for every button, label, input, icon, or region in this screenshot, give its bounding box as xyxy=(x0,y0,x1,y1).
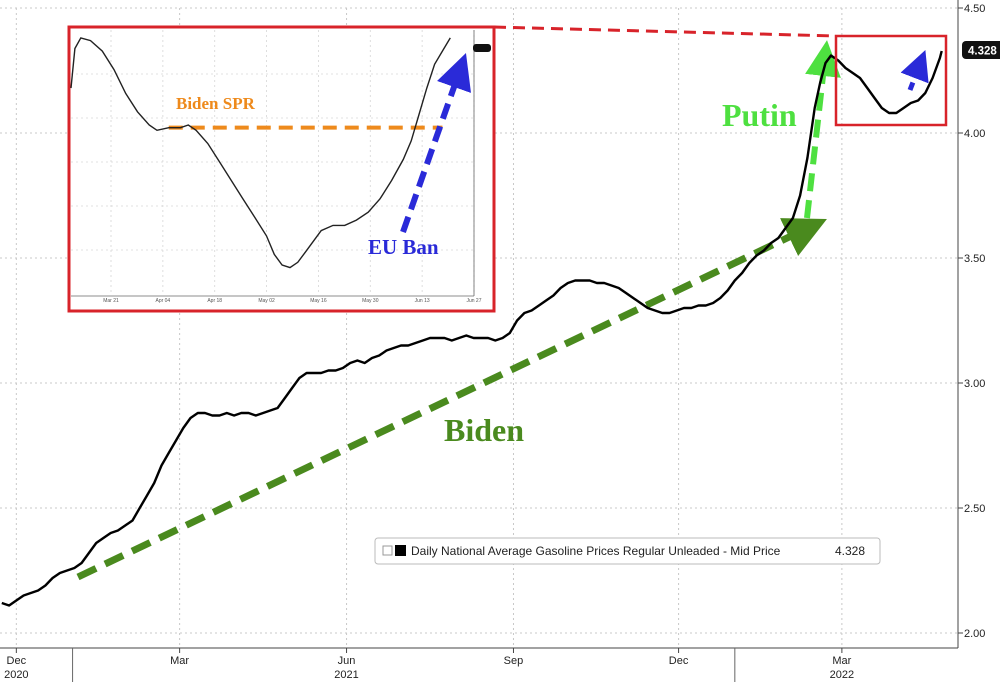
inset-x-label: May 02 xyxy=(258,298,275,304)
x-tick-label: Dec xyxy=(7,655,27,667)
x-tick-label: Sep xyxy=(504,655,524,667)
y-axis-ticks: 2.00 2.50 3.00 3.50 4.00 4.50 xyxy=(958,3,985,640)
year-label: 2021 xyxy=(334,669,358,681)
zoom-highlight-box xyxy=(834,34,948,127)
biden-annotation: Biden xyxy=(444,412,524,448)
inset-eu-ban-label: EU Ban xyxy=(368,235,439,259)
zoom-connector-line xyxy=(493,25,837,38)
legend-last-value: 4.328 xyxy=(835,544,865,558)
y-tick-label: 3.00 xyxy=(964,378,985,390)
inset-frame xyxy=(67,25,496,313)
inset-x-label: May 30 xyxy=(362,298,379,304)
legend-swatch-outline xyxy=(382,545,393,556)
inset-chart: Mar 21 Apr 04 Apr 18 May 02 May 16 May 30 Jun … xyxy=(67,25,496,313)
legend: Daily National Average Gasoline Prices R… xyxy=(374,537,881,565)
inset-x-label: May 16 xyxy=(310,298,327,304)
inset-spr-label: Biden SPR xyxy=(176,94,256,113)
y-tick-label: 4.00 xyxy=(964,128,985,140)
zoom-blue-arrow xyxy=(900,49,929,91)
inset-x-labels: Mar 21 Apr 04 Apr 18 May 02 May 16 May 30 Jun … xyxy=(103,298,482,304)
legend-box xyxy=(374,537,881,565)
inset-x-label: Jun 27 xyxy=(466,298,481,304)
x-tick-label: Jun xyxy=(338,655,356,667)
inset-x-label: Apr 04 xyxy=(155,298,170,304)
x-tick-label: Dec xyxy=(669,655,689,667)
y-tick-label: 3.50 xyxy=(964,253,985,265)
x-tick-label: Mar xyxy=(832,655,851,667)
axes xyxy=(0,0,959,649)
price-series-line xyxy=(1,50,943,607)
inset-x-label: Jun 13 xyxy=(415,298,430,304)
inset-price-line xyxy=(70,37,451,269)
legend-swatch xyxy=(395,545,406,556)
last-value-tag: 4.328 xyxy=(962,41,1000,59)
year-label: 2020 xyxy=(4,669,28,681)
inset-eu-arrow xyxy=(400,53,472,233)
y-tick-label: 2.00 xyxy=(964,628,985,640)
year-label: 2022 xyxy=(830,669,854,681)
inset-value-tag xyxy=(473,44,491,52)
y-tick-label: 4.50 xyxy=(964,3,985,15)
x-axis-ticks: Dec Mar Jun Sep Dec Mar 2020 2021 2022 xyxy=(4,648,854,682)
putin-annotation: Putin xyxy=(722,97,797,133)
biden-trend-arrow xyxy=(76,218,827,581)
x-tick-label: Mar xyxy=(170,655,189,667)
last-value-label: 4.328 xyxy=(968,46,997,58)
y-tick-label: 2.50 xyxy=(964,503,985,515)
inset-x-label: Mar 21 xyxy=(103,298,119,304)
inset-x-label: Apr 18 xyxy=(207,298,222,304)
legend-series-name: Daily National Average Gasoline Prices R… xyxy=(411,544,781,558)
